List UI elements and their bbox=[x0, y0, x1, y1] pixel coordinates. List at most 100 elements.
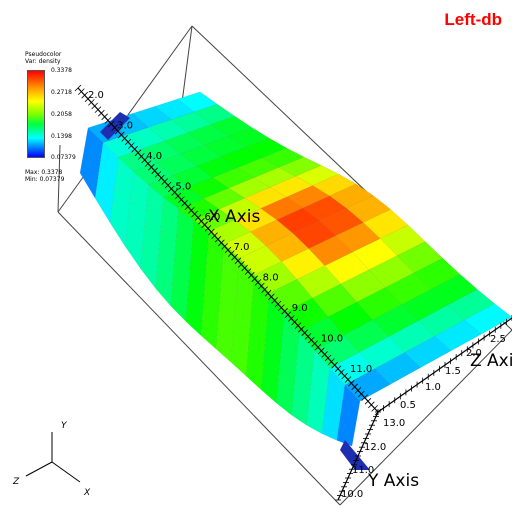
z-axis-tick-label: 2.0 bbox=[466, 348, 482, 359]
x-axis-tick bbox=[101, 113, 108, 121]
x-axis-tick bbox=[361, 394, 368, 401]
x-axis-tick bbox=[371, 405, 378, 412]
x-axis: 2.0 3.0 4.0 5.0 6.0 7.0 8.0 9.0 10.0 11.0 bbox=[74, 84, 382, 416]
x-axis-tick bbox=[291, 318, 298, 326]
x-axis-tick-label: 9.0 bbox=[292, 303, 308, 314]
x-axis-tick bbox=[334, 365, 342, 373]
legend-tick-1: 0.2718 bbox=[51, 89, 72, 96]
x-axis-tick bbox=[251, 275, 258, 283]
x-axis-tick bbox=[184, 203, 192, 211]
x-axis-tick-label: 7.0 bbox=[234, 242, 250, 253]
x-axis-tick bbox=[368, 401, 375, 409]
x-axis-tick bbox=[214, 235, 222, 243]
x-axis-tick bbox=[354, 387, 362, 394]
legend-plot-type: Pseudocolor bbox=[25, 51, 62, 58]
x-axis-tick bbox=[204, 225, 212, 232]
x-axis-tick bbox=[344, 376, 352, 383]
x-axis-tick bbox=[258, 282, 265, 290]
x-axis-tick bbox=[248, 271, 255, 279]
x-axis-tick bbox=[138, 153, 145, 160]
x-axis-tick bbox=[328, 358, 335, 365]
x-axis-tick bbox=[318, 347, 325, 355]
x-axis-tick bbox=[198, 217, 205, 225]
legend-colorbar bbox=[27, 70, 45, 158]
legend-min-label: Min: 0.07379 bbox=[25, 176, 65, 183]
x-axis-tick bbox=[284, 311, 292, 319]
x-axis-tick bbox=[324, 354, 332, 362]
x-axis-tick bbox=[238, 261, 245, 268]
x-axis-tick bbox=[274, 300, 282, 308]
x-axis-tick bbox=[331, 361, 338, 369]
x-axis-tick bbox=[121, 135, 128, 142]
x-axis-tick bbox=[278, 304, 285, 311]
x-axis-tick bbox=[118, 131, 125, 139]
z-axis-tick-label: 1.5 bbox=[445, 366, 461, 377]
x-axis-tick bbox=[201, 221, 208, 229]
x-axis-tick-label: 11.0 bbox=[350, 364, 372, 375]
x-axis-tick bbox=[341, 372, 348, 380]
x-axis-tick bbox=[348, 379, 355, 387]
x-axis-tick bbox=[168, 185, 175, 193]
y-axis-tick-label: 12.0 bbox=[364, 442, 386, 453]
x-axis-tick bbox=[304, 333, 312, 340]
bbox-edge bbox=[57, 144, 61, 213]
y-axis: 10.0 11.0 12.0 13.0 bbox=[335, 411, 405, 501]
x-axis-tick bbox=[111, 124, 118, 131]
triad-x-label: X bbox=[83, 488, 91, 498]
x-axis-tick bbox=[131, 145, 138, 153]
x-axis-tick bbox=[298, 325, 305, 333]
x-axis-tick bbox=[134, 149, 142, 157]
x-axis-tick-label: 5.0 bbox=[175, 181, 191, 192]
x-axis-tick bbox=[221, 243, 228, 250]
surface-top-cell bbox=[464, 303, 512, 335]
x-axis-tick bbox=[148, 163, 155, 171]
orientation-triad bbox=[25, 432, 81, 483]
x-axis-tick bbox=[181, 199, 188, 207]
x-axis-tick bbox=[178, 196, 185, 203]
x-axis-tick-label: 4.0 bbox=[146, 151, 162, 162]
x-axis-tick bbox=[84, 95, 92, 103]
legend-tick-0: 0.3378 bbox=[51, 67, 72, 74]
legend-tick-3: 0.1398 bbox=[51, 133, 72, 140]
z-axis-tick-label: 2.5 bbox=[490, 334, 506, 345]
x-axis-tick bbox=[234, 257, 242, 265]
x-axis-tick bbox=[228, 250, 235, 257]
x-axis-tick-label: 6.0 bbox=[204, 212, 220, 223]
y-axis-tick-label: 13.0 bbox=[383, 418, 405, 429]
legend-tick-2: 0.2058 bbox=[51, 111, 72, 118]
x-axis-tick bbox=[108, 120, 115, 128]
x-axis-tick bbox=[94, 106, 102, 113]
x-axis-tick bbox=[294, 322, 302, 329]
x-axis-tick bbox=[321, 351, 328, 358]
z-axis: 0.5 1.0 1.5 2.0 2.5 bbox=[377, 315, 512, 415]
legend-tick-4: 0.07379 bbox=[51, 154, 76, 161]
z-axis-tick-label: 1.0 bbox=[425, 382, 441, 393]
x-axis-tick bbox=[91, 102, 98, 110]
y-axis-title: Y Axis bbox=[367, 471, 419, 491]
x-axis-tick bbox=[288, 315, 295, 322]
z-axis-tick-label: 0.5 bbox=[400, 400, 416, 411]
x-axis-tick bbox=[194, 214, 202, 221]
y-axis-tick-label: 11.0 bbox=[352, 465, 374, 476]
x-axis-tick bbox=[224, 246, 232, 254]
x-axis-tick-label: 2.0 bbox=[88, 90, 104, 101]
x-axis-tick bbox=[98, 109, 105, 117]
x-axis-tick bbox=[358, 390, 365, 398]
x-axis-tick bbox=[88, 99, 95, 106]
x-axis-tick bbox=[74, 84, 82, 92]
x-axis-tick bbox=[128, 142, 135, 149]
x-axis-tick bbox=[78, 88, 85, 95]
x-axis-tick bbox=[124, 138, 132, 146]
x-axis-tick bbox=[244, 268, 252, 275]
x-axis-tick bbox=[271, 297, 278, 304]
legend-max-label: Max: 0.3378 bbox=[25, 169, 63, 176]
x-axis-tick bbox=[231, 253, 238, 261]
x-axis-tick bbox=[208, 228, 215, 236]
x-axis-tick bbox=[241, 264, 248, 272]
x-axis-tick bbox=[311, 340, 318, 347]
x-axis-title: X Axis bbox=[208, 207, 260, 227]
x-axis-tick bbox=[141, 156, 148, 164]
surface-top-face bbox=[87, 91, 512, 402]
x-axis-tick bbox=[364, 397, 372, 405]
